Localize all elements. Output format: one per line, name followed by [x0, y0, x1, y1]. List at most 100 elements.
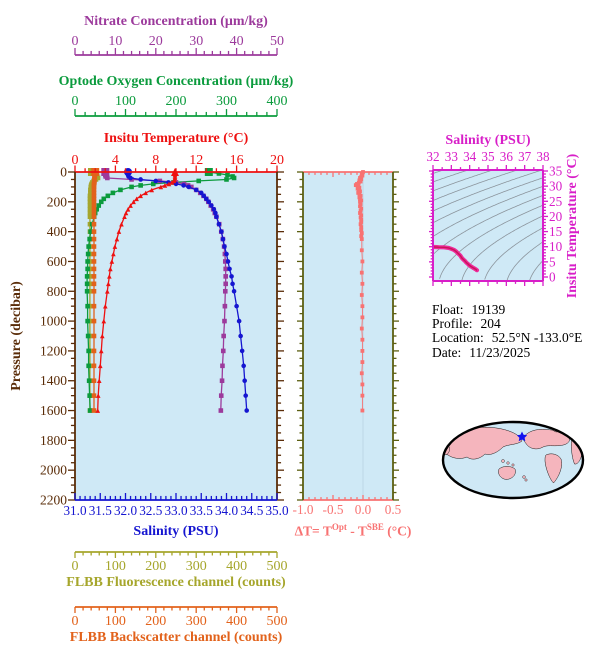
temperature-axis: 0 4 8 12 16 20 [72, 153, 284, 173]
fluorescence-axis-title: FLBB Fluorescence channel (counts) [66, 575, 286, 590]
map-island [522, 475, 526, 479]
tick-label: 300 [186, 614, 207, 629]
float-location-marker [516, 431, 528, 442]
tick-label: 10 [108, 34, 122, 49]
ts-profile-curve-core [433, 246, 478, 271]
tick-label: 34 [463, 149, 477, 164]
sigma-t-contour [506, 241, 543, 281]
float-id-label: Float: [432, 302, 464, 317]
tick-label: 0 [72, 614, 79, 629]
profile-number-line: Profile: 204 [432, 317, 582, 331]
float-id-value: 19139 [471, 302, 506, 317]
salinity-psu-profile [124, 168, 249, 413]
tick-label: 400 [226, 559, 247, 574]
sigma-t-contour [433, 170, 543, 212]
delta-t-label-part: ΔT= T [294, 523, 332, 539]
sigma-t-contour [433, 177, 543, 224]
tick-label: 34.5 [240, 503, 263, 518]
sigma-t-contour [433, 195, 543, 255]
delta-right-border [392, 171, 399, 501]
tick-label: 100 [115, 94, 136, 109]
tick-label: 200 [166, 94, 187, 109]
tick-label: 500 [267, 614, 288, 629]
sigma-t-contour [433, 170, 519, 201]
tick-label: 100 [105, 614, 126, 629]
tick-label: 0.0 [355, 502, 372, 517]
tick-label: 12 [189, 153, 203, 168]
tick-label: 32 [426, 149, 439, 164]
sigma-t-contour [433, 185, 543, 237]
tick-label: 0 [72, 559, 79, 574]
main-right-border [276, 171, 284, 501]
world-map [441, 420, 585, 500]
tick-label: 33.0 [164, 503, 187, 518]
delta-left-border [297, 171, 304, 501]
salinity-axis: 31.0 31.5 32.0 32.5 33.0 33.5 34.0 34.5 35.0 [63, 493, 289, 518]
ts-bottom-axis [432, 280, 544, 286]
sigma-t-contour [484, 227, 543, 280]
tick-label: -1.0 [293, 502, 314, 517]
tick-label: 37 [518, 149, 532, 164]
profile-number-label: Profile: [432, 316, 473, 332]
oxygen-axis-title: Optode Oxygen Concentration (μm/kg) [58, 74, 294, 89]
tick-label: 10 [549, 239, 563, 254]
tick-label: 15 [549, 224, 563, 239]
pressure-axis: 0 200 400 600 800 1000 1200 1400 1600 1800 2000 220… [40, 165, 76, 508]
tick-label: 0 [72, 94, 79, 109]
map-landmass [498, 466, 516, 480]
backscatter-axis: 0 100 200 300 400 500 [72, 606, 288, 629]
tick-label: 20 [270, 153, 284, 168]
fluorescence-axis: 0 100 200 300 400 500 [72, 551, 288, 574]
map-outline [441, 420, 585, 500]
map-island [506, 461, 510, 465]
ts-left-axis [429, 170, 434, 281]
tick-label: -0.5 [323, 502, 344, 517]
tick-label: 35 [481, 149, 495, 164]
nitrate-axis: 0 10 20 30 40 50 [72, 34, 284, 56]
tick-label: 25 [549, 194, 563, 209]
backscatter-axis-title: FLBB Backscatter channel (counts) [69, 630, 283, 645]
tick-label: 30 [189, 34, 203, 49]
ts-panel-background [433, 170, 543, 281]
delta-t-label-part: - T [346, 523, 367, 539]
map-island [524, 478, 528, 482]
tick-label: 40 [230, 34, 244, 49]
tick-label: 8 [152, 153, 159, 168]
delta-t-superscript-sbe: SBE [366, 522, 384, 532]
tick-label: 200 [145, 614, 166, 629]
tick-label: 30 [549, 179, 563, 194]
delta-t-label-part: (°C) [383, 523, 412, 539]
tick-label: 300 [186, 559, 207, 574]
tick-label: 0 [72, 34, 79, 49]
tick-label: 300 [216, 94, 237, 109]
tick-label: 0 [72, 153, 79, 168]
tick-label: 36 [500, 149, 514, 164]
tick-label: 100 [105, 559, 126, 574]
tick-label: 16 [230, 153, 244, 168]
sigma-t-contour [433, 170, 494, 192]
delta-t-superscript-opt: Opt [331, 522, 347, 532]
tick-label: 0.5 [385, 502, 402, 517]
location-line: Location: 52.5°N -133.0°E [432, 331, 582, 345]
tick-label: 20 [149, 34, 163, 49]
tick-label: 200 [145, 559, 166, 574]
tick-label: 34.0 [215, 503, 238, 518]
tick-label: 50 [270, 34, 284, 49]
tick-label: 1200 [40, 343, 67, 358]
delta-t-axis-title: ΔT= TOpt - TSBE (°C) [295, 520, 412, 539]
tick-label: 4 [112, 153, 119, 168]
insitu-temperature-c-profile [95, 168, 179, 413]
tick-label: 5 [549, 254, 556, 269]
tick-label: 33 [445, 149, 459, 164]
tick-label: 400 [267, 94, 288, 109]
tick-label: 2000 [40, 463, 67, 478]
main-plot-background [75, 172, 277, 500]
tick-label: 1600 [40, 403, 67, 418]
tick-label: 1000 [40, 314, 67, 329]
tick-label: 2200 [40, 493, 67, 508]
temperature-axis-title: Insitu Temperature (°C) [103, 131, 249, 146]
tick-label: 31.0 [63, 503, 86, 518]
tick-label: 600 [47, 254, 68, 269]
